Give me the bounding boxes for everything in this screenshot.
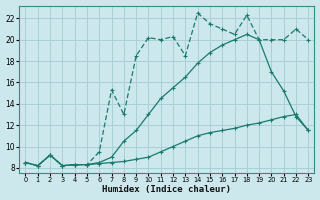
X-axis label: Humidex (Indice chaleur): Humidex (Indice chaleur) xyxy=(102,185,231,194)
